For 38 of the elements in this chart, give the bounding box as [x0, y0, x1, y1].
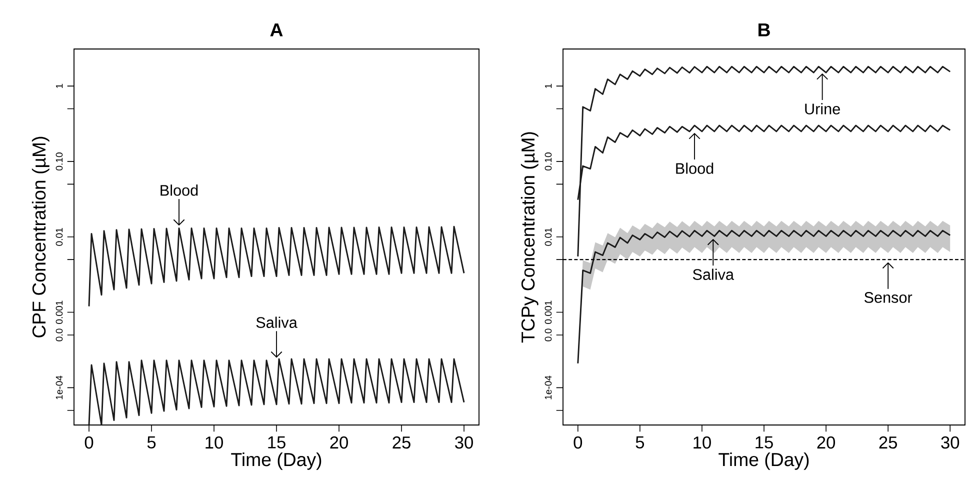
- annotation: Blood: [160, 184, 198, 196]
- x-tick-label: 20: [330, 436, 348, 449]
- chart-title: A: [270, 23, 283, 36]
- y-axis-title: CPF Concentration (µM): [32, 136, 50, 338]
- x-tick-label: 10: [694, 436, 711, 449]
- x-tick-label: 15: [268, 436, 286, 448]
- x-axis-title: Time (Day): [718, 452, 809, 470]
- y-tick-label: 0.0: [544, 328, 552, 342]
- y-tick-label: 0.001: [56, 300, 63, 324]
- y-tick-label: 1e-04: [56, 376, 63, 400]
- x-tick-label: 0: [84, 436, 94, 449]
- y-tick-label: 0.001: [544, 300, 552, 324]
- y-tick-label: 1: [545, 84, 552, 88]
- y-tick-label: 0.01: [56, 228, 63, 246]
- y-tick-label: 1e-04: [544, 376, 552, 400]
- x-tick-label: 20: [817, 436, 836, 449]
- y-tick-label: 0.10: [544, 152, 552, 170]
- annotation: Urine: [805, 103, 840, 114]
- x-tick-label: 30: [455, 436, 473, 449]
- chart-title: B: [758, 23, 770, 36]
- y-tick-label: 0.01: [544, 228, 552, 246]
- y-axis-title: TCPy Concentration (µM): [520, 132, 538, 343]
- y-tick-label: 0.10: [56, 152, 63, 170]
- x-tick-label: 25: [392, 436, 410, 449]
- annotation: Blood: [676, 162, 714, 174]
- x-tick-label: 5: [636, 436, 644, 448]
- x-tick-label: 0: [574, 436, 582, 449]
- x-axis-title: Time (Day): [231, 452, 322, 470]
- y-tick-label: 1: [56, 84, 63, 88]
- annotation: Saliva: [256, 316, 298, 328]
- annotation: Saliva: [692, 268, 734, 280]
- x-tick-label: 10: [206, 436, 223, 449]
- x-tick-label: 5: [147, 436, 156, 448]
- y-tick-label: 0.0: [56, 328, 63, 342]
- x-tick-label: 25: [879, 436, 897, 449]
- annotation: Sensor: [864, 292, 912, 303]
- x-tick-label: 15: [756, 436, 773, 448]
- x-tick-label: 30: [941, 436, 960, 449]
